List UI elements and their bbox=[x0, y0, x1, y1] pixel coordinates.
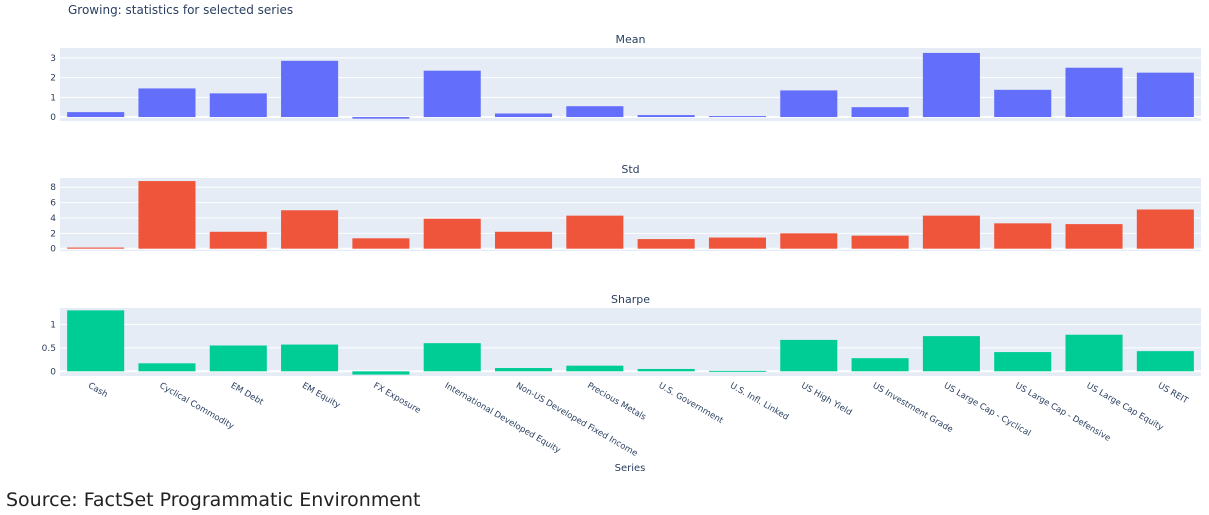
y-tick-label: 8 bbox=[50, 183, 56, 193]
y-tick-label: 2 bbox=[50, 74, 56, 84]
subplot-mean: 0 1 2 3 Mean bbox=[50, 33, 1201, 123]
bar-sharpe bbox=[851, 358, 909, 372]
bar-sharpe bbox=[994, 352, 1052, 372]
x-tick-label: U.S. Infl. Linked bbox=[728, 381, 790, 423]
bar-std bbox=[209, 231, 267, 249]
y-tick-label: 1 bbox=[50, 320, 56, 330]
y-tick-label: 2 bbox=[50, 229, 56, 239]
bar-std bbox=[637, 239, 695, 249]
subplot-title: Std bbox=[621, 163, 639, 176]
bar-mean bbox=[423, 70, 481, 118]
bar-mean bbox=[138, 88, 196, 118]
bar-mean bbox=[209, 93, 267, 118]
bar-std bbox=[495, 231, 553, 249]
subplot-sharpe: 0 0.5 1 Sharpe bbox=[42, 293, 1201, 377]
x-tick-label: US REIT bbox=[1156, 381, 1191, 407]
chart: Growing: statistics for selected series … bbox=[42, 3, 1201, 474]
bar-std bbox=[994, 223, 1052, 249]
x-axis-label: Series bbox=[615, 463, 646, 474]
y-tick-label: 4 bbox=[50, 214, 56, 224]
bar-std bbox=[423, 218, 481, 249]
x-tick-label: EM Equity bbox=[300, 381, 342, 411]
bar-sharpe bbox=[1136, 351, 1194, 372]
bar-std bbox=[1065, 224, 1123, 249]
bar-mean bbox=[637, 115, 695, 118]
x-tick-label: Cash bbox=[86, 381, 109, 400]
y-tick-label: 0 bbox=[50, 367, 56, 377]
subplot-std: 0 2 4 6 8 Std bbox=[50, 163, 1201, 255]
x-tick-label: Precious Metals bbox=[585, 381, 648, 423]
bar-sharpe bbox=[423, 343, 481, 372]
x-tick-label: U.S. Government bbox=[657, 381, 726, 426]
x-tick-label: EM Debt bbox=[229, 381, 266, 408]
bar-mean bbox=[566, 106, 624, 118]
bar-sharpe bbox=[495, 368, 553, 372]
y-tick-label: 0 bbox=[50, 113, 56, 123]
bar-mean bbox=[67, 112, 125, 118]
bar-mean bbox=[708, 116, 766, 118]
source-note: Source: FactSet Programmatic Environment bbox=[6, 489, 421, 511]
bar-mean bbox=[495, 113, 553, 118]
bar-std bbox=[780, 233, 838, 249]
chart-title: Growing: statistics for selected series bbox=[68, 3, 293, 17]
bar-sharpe bbox=[566, 365, 624, 372]
y-tick-label: 1 bbox=[50, 93, 56, 103]
y-tick-label: 3 bbox=[50, 54, 56, 64]
bar-mean bbox=[1136, 72, 1194, 118]
bar-mean bbox=[352, 117, 410, 119]
y-tick-label: 0 bbox=[50, 245, 56, 255]
bar-mean bbox=[922, 52, 980, 118]
bar-sharpe bbox=[67, 310, 125, 372]
bar-sharpe bbox=[780, 339, 838, 372]
bar-mean bbox=[851, 107, 909, 118]
y-tick-label: 0.5 bbox=[42, 344, 56, 354]
bar-mean bbox=[780, 90, 838, 118]
bar-std bbox=[352, 238, 410, 249]
y-tick-label: 6 bbox=[50, 199, 56, 209]
bar-std bbox=[708, 237, 766, 249]
bar-std bbox=[281, 210, 339, 249]
bar-sharpe bbox=[209, 345, 267, 372]
x-tick-label: International Developed Equity bbox=[443, 381, 562, 456]
bar-std bbox=[138, 181, 196, 249]
subplot-title: Sharpe bbox=[611, 293, 650, 306]
bar-sharpe bbox=[708, 370, 766, 372]
x-tick-label: Cyclical Commodity bbox=[157, 381, 235, 432]
bar-sharpe bbox=[281, 344, 339, 372]
x-tick-label: FX Exposure bbox=[371, 381, 422, 416]
bar-mean bbox=[994, 89, 1052, 118]
bar-sharpe bbox=[1065, 334, 1123, 372]
x-tick-label: US High Yield bbox=[799, 381, 853, 418]
bar-std bbox=[922, 215, 980, 249]
bar-std bbox=[1136, 209, 1194, 249]
bar-sharpe bbox=[922, 336, 980, 372]
bar-std bbox=[566, 215, 624, 249]
bar-sharpe bbox=[352, 371, 410, 375]
x-tick-label: Non-US Developed Fixed Income bbox=[514, 381, 639, 459]
bar-std bbox=[67, 247, 125, 249]
bar-mean bbox=[1065, 67, 1123, 118]
bar-mean bbox=[281, 60, 339, 118]
bar-sharpe bbox=[637, 368, 695, 372]
bar-sharpe bbox=[138, 363, 196, 372]
subplot-title: Mean bbox=[616, 33, 646, 46]
bar-std bbox=[851, 235, 909, 249]
